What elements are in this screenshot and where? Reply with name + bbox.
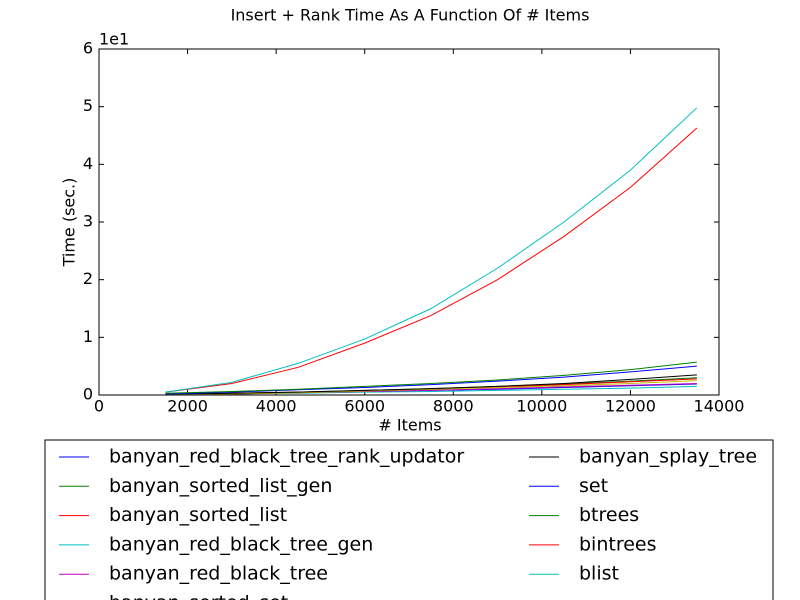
y-tick-label: 1 <box>83 327 93 346</box>
x-tick-label: 4000 <box>256 397 297 416</box>
legend-label: banyan_red_black_tree_rank_updator <box>109 446 464 468</box>
series-line <box>165 365 697 395</box>
legend-label: blist <box>579 563 619 585</box>
chart-title: Insert + Rank Time As A Function Of # It… <box>231 6 590 25</box>
series-line <box>165 361 697 394</box>
y-tick-label: 3 <box>83 212 93 231</box>
plot-frame <box>98 48 720 396</box>
legend-label: banyan_sorted_set <box>109 592 288 600</box>
y-tick-label: 0 <box>83 385 93 404</box>
x-tick-label: 6000 <box>344 397 385 416</box>
legend-box <box>44 439 774 600</box>
y-offset-label: 1e1 <box>99 30 129 49</box>
y-tick-label: 2 <box>83 269 93 288</box>
series-line <box>165 127 698 393</box>
y-tick-label: 4 <box>83 154 93 173</box>
x-tick-label: 10000 <box>516 397 567 416</box>
legend-label: bintrees <box>579 533 657 555</box>
y-axis-label: Time (sec.) <box>60 178 79 268</box>
legend-label: banyan_red_black_tree <box>109 563 328 585</box>
series-line <box>165 380 697 395</box>
x-tick-label: 2000 <box>167 397 208 416</box>
y-tick-label: 5 <box>83 96 93 115</box>
x-tick-label: 14000 <box>694 397 745 416</box>
legend-label: btrees <box>579 504 639 526</box>
legend-label: banyan_sorted_list_gen <box>109 475 332 497</box>
x-tick-label: 0 <box>94 397 104 416</box>
series-line <box>165 374 697 395</box>
x-axis-label: # Items <box>378 416 441 435</box>
legend-label: banyan_splay_tree <box>579 446 757 468</box>
y-tick-label: 6 <box>83 39 93 58</box>
legend-label: set <box>579 475 608 497</box>
x-tick-label: 8000 <box>433 397 474 416</box>
legend-label: banyan_sorted_list <box>109 504 287 526</box>
x-tick-label: 12000 <box>605 397 656 416</box>
series-line <box>165 107 698 393</box>
legend-label: banyan_red_black_tree_gen <box>109 533 373 555</box>
